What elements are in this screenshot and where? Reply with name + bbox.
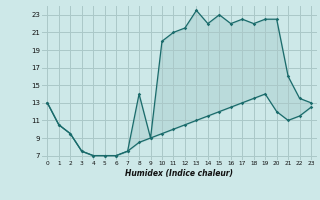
- X-axis label: Humidex (Indice chaleur): Humidex (Indice chaleur): [125, 169, 233, 178]
